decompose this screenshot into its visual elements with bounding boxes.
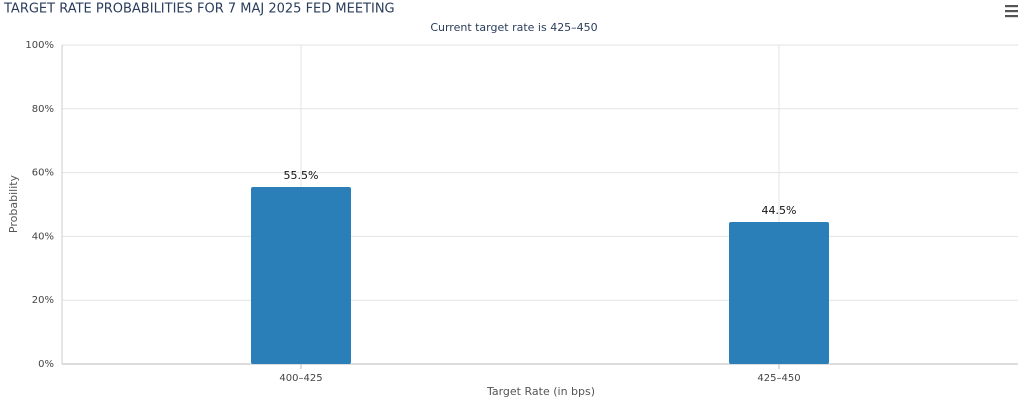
x-tick-label: 425–450 — [757, 373, 800, 384]
chart-title: TARGET RATE PROBABILITIES FOR 7 MAJ 2025… — [3, 2, 395, 17]
data-label: 44.5% — [762, 204, 797, 217]
menu-button[interactable] — [1005, 5, 1018, 18]
y-tick-label: 20% — [32, 295, 54, 306]
y-axis-label: Probability — [7, 174, 20, 233]
y-tick-label: 100% — [25, 40, 54, 51]
y-tick-label: 60% — [32, 168, 54, 179]
y-tick-label: 0% — [38, 359, 54, 370]
bar — [251, 186, 351, 364]
x-tick-label: 400–425 — [279, 373, 322, 384]
chart-subtitle: Current target rate is 425–450 — [430, 21, 597, 34]
y-tick-label: 80% — [32, 104, 54, 115]
x-axis-label: Target Rate (in bps) — [486, 385, 595, 398]
menu-bar — [1005, 15, 1018, 18]
data-label: 55.5% — [284, 169, 319, 182]
y-tick-label: 40% — [32, 231, 54, 242]
menu-bar — [1005, 10, 1018, 13]
menu-bar — [1005, 5, 1018, 8]
bar — [729, 222, 829, 364]
